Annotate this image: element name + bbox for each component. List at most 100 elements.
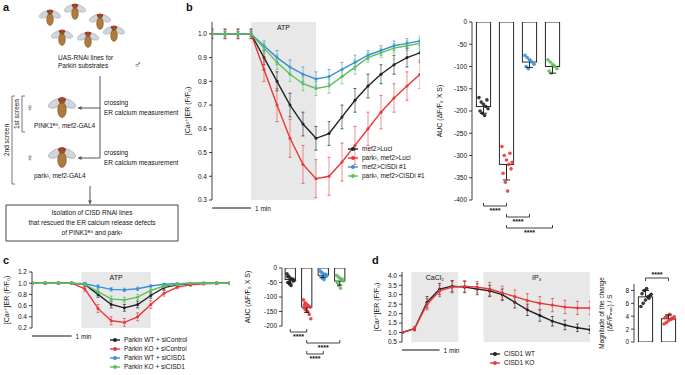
error-cap — [276, 88, 279, 89]
error-bar — [464, 281, 465, 292]
error-cap — [237, 29, 240, 30]
error-bar — [339, 281, 340, 285]
error-cap — [551, 325, 554, 326]
error-cap — [463, 291, 466, 292]
line-chart: cATP0.20.40.60.81.01.2[Ca²⁺]ER (F/F₀)1 m… — [3, 254, 232, 340]
error-cap — [354, 164, 357, 165]
y-tick — [279, 311, 282, 312]
y-axis-label: Magnitude of the change — [598, 277, 606, 349]
data-point — [293, 278, 297, 282]
data-point — [486, 107, 490, 111]
error-bar — [251, 31, 252, 36]
error-cap — [276, 50, 279, 51]
error-bar — [303, 145, 304, 183]
y-tick — [279, 268, 282, 269]
series-line — [32, 283, 230, 290]
error-cap — [302, 67, 305, 68]
body — [58, 102, 67, 117]
series-point — [176, 283, 179, 286]
error-bar — [264, 43, 265, 52]
y-tick-label: 0.8 — [198, 78, 207, 85]
series-point — [123, 299, 126, 302]
y-tick-label: -200 — [264, 322, 277, 329]
error-cap — [149, 288, 152, 289]
bar — [545, 22, 559, 67]
y-tick — [209, 57, 212, 58]
series-point — [341, 115, 344, 118]
y-axis-label: [Ca²⁺]ER (F/F₀) — [184, 87, 192, 136]
series-point — [451, 286, 454, 289]
error-cap — [136, 320, 139, 321]
eye — [58, 148, 61, 151]
error-cap — [123, 318, 126, 319]
error-bar — [381, 96, 382, 129]
series-point — [302, 163, 305, 166]
series-point — [341, 161, 344, 164]
error-cap — [110, 307, 113, 308]
error-bar — [98, 304, 99, 312]
fly-icon — [63, 3, 87, 20]
series-point — [576, 306, 579, 309]
error-cap — [149, 298, 152, 299]
error-cap — [237, 36, 240, 37]
series-point — [110, 303, 113, 306]
error-bar — [203, 282, 204, 284]
y-tick — [631, 342, 634, 343]
series-point — [526, 308, 529, 311]
error-cap — [380, 64, 383, 65]
error-bar — [230, 283, 231, 284]
error-bar — [84, 283, 85, 286]
error-bar — [98, 289, 99, 293]
series-point — [393, 63, 396, 66]
error-cap — [136, 300, 139, 301]
bar-chart: 0-50-100-150-200AUC (ΔF/F₀ X S)*********… — [244, 264, 345, 361]
series-group — [402, 281, 590, 335]
series-point — [513, 295, 516, 298]
error-bar — [355, 88, 356, 112]
series-line — [212, 34, 420, 79]
eye — [97, 14, 99, 16]
error-bar — [342, 143, 343, 181]
error-bar — [394, 55, 395, 74]
error-cap — [328, 195, 331, 196]
data-point — [307, 313, 311, 317]
error-cap — [304, 312, 309, 313]
series-point — [57, 282, 60, 285]
arrow-head — [88, 200, 92, 204]
series-line — [212, 34, 420, 138]
y-axis — [212, 22, 213, 200]
error-cap — [419, 36, 421, 37]
series-point — [32, 282, 34, 285]
scale-bar-label: 1 min — [76, 333, 92, 340]
error-cap — [212, 36, 214, 37]
series-point — [110, 319, 113, 322]
error-bar — [407, 48, 408, 67]
series-point — [97, 285, 100, 288]
error-cap — [526, 307, 529, 308]
series-point — [406, 85, 409, 88]
error-bar — [577, 301, 578, 314]
error-cap — [367, 62, 370, 63]
error-cap — [263, 40, 266, 41]
series-point — [276, 80, 279, 83]
significance-label: **** — [513, 218, 524, 225]
series-point — [123, 288, 126, 291]
series-point — [237, 32, 240, 35]
series-point — [354, 99, 357, 102]
error-bar — [238, 29, 239, 38]
series-point — [212, 32, 214, 35]
y-tick — [469, 44, 472, 45]
y-tick-label: 2 — [625, 326, 629, 333]
error-bar — [32, 283, 33, 284]
series-point — [136, 296, 139, 299]
error-cap — [406, 50, 409, 51]
body — [97, 18, 104, 30]
error-cap — [426, 298, 429, 299]
y-tick — [469, 111, 472, 112]
error-cap — [224, 29, 227, 30]
error-bar — [216, 282, 217, 284]
head — [59, 29, 64, 34]
error-cap — [212, 31, 214, 32]
error-bar — [137, 287, 138, 290]
error-bar — [111, 288, 112, 291]
